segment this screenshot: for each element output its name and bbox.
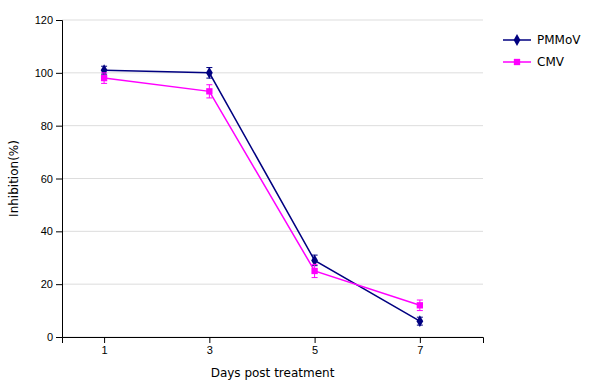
tick-mark — [56, 284, 62, 285]
tick: 100 — [35, 67, 62, 79]
tick-mark — [420, 337, 421, 343]
tick-mark — [56, 231, 62, 232]
marks — [101, 64, 424, 327]
tick-mark — [56, 73, 62, 74]
x-axis: 1 3 5 7 — [63, 337, 484, 356]
tick-label: 3 — [207, 344, 213, 356]
tick: 60 — [41, 173, 62, 185]
error-bar — [206, 85, 212, 98]
axis-line — [56, 21, 63, 338]
grid-line — [62, 284, 483, 285]
tick-label: 7 — [417, 344, 423, 356]
tick-label: 0 — [47, 331, 53, 343]
grid — [62, 20, 483, 337]
tick-mark — [56, 179, 62, 180]
tick-mark — [56, 20, 62, 21]
marker — [206, 88, 212, 94]
line — [104, 78, 420, 305]
marker — [417, 302, 423, 308]
tick-label: 120 — [35, 14, 53, 26]
series — [101, 64, 424, 327]
tick: 5 — [312, 337, 318, 356]
axis-line — [63, 338, 484, 344]
tick-label: 5 — [312, 344, 318, 356]
tick-mark — [104, 337, 105, 343]
legend-item: CMV — [503, 55, 565, 69]
chart: 1 3 5 7 0 20 40 60 80 100 120 Days post treatment In… — [0, 0, 613, 387]
tick-label: 80 — [41, 120, 53, 132]
line — [104, 70, 420, 321]
tick: 120 — [35, 14, 62, 26]
tick-label: 20 — [41, 278, 53, 290]
legend-label: CMV — [537, 55, 565, 69]
grid-line — [62, 20, 483, 21]
tick-label: 1 — [102, 344, 108, 356]
tick-mark — [209, 337, 210, 343]
tick-label: 100 — [35, 67, 53, 79]
legend-item: PMMoV — [503, 33, 581, 47]
error-bar — [312, 264, 318, 277]
legend-marker — [514, 59, 520, 65]
grid-line — [62, 125, 483, 126]
marker — [101, 75, 107, 81]
tick-mark — [56, 337, 62, 338]
y-axis-title: Inhibition(%) — [7, 140, 21, 217]
tick: 20 — [41, 278, 62, 290]
tick: 3 — [207, 337, 213, 356]
marker — [206, 67, 213, 79]
tick-mark — [315, 337, 316, 343]
error-bar — [101, 73, 107, 84]
marker — [416, 315, 423, 327]
legend-label: PMMoV — [537, 33, 581, 47]
tick: 1 — [102, 337, 108, 356]
grid-line — [62, 231, 483, 232]
y-axis: 0 20 40 60 80 100 120 — [35, 14, 63, 343]
x-axis-title: Days post treatment — [211, 366, 335, 380]
tick-label: 60 — [41, 173, 53, 185]
tick-mark — [56, 126, 62, 127]
plot: 1 3 5 7 0 20 40 60 80 100 120 Days post treatment In… — [7, 14, 484, 380]
legend-marker — [514, 34, 521, 46]
grid-line — [62, 72, 483, 73]
tick: 80 — [41, 120, 62, 132]
tick: 0 — [47, 331, 62, 343]
error-bar — [417, 300, 423, 311]
marker — [311, 268, 317, 274]
tick: 7 — [417, 337, 423, 356]
error-bar — [206, 68, 212, 79]
tick-label: 40 — [41, 225, 53, 237]
legend: PMMoV CMV — [503, 33, 581, 69]
grid-line — [62, 178, 483, 179]
tick: 40 — [41, 225, 62, 237]
series — [101, 73, 423, 311]
